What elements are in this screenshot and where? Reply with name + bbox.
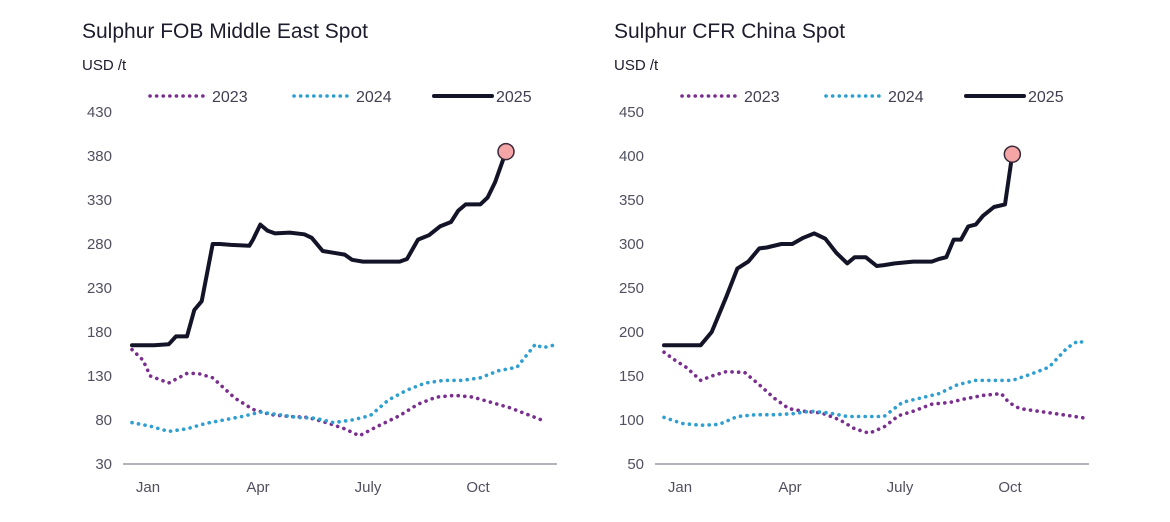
x-tick-label: July [355, 479, 382, 496]
y-tick-label: 130 [87, 368, 112, 385]
y-tick-label: 330 [87, 192, 112, 209]
y-tick-label: 30 [95, 456, 112, 473]
legend-label-2024: 2024 [888, 89, 924, 106]
x-tick-label: Jan [136, 479, 160, 496]
y-tick-label: 230 [87, 280, 112, 297]
x-tick-label: Apr [778, 479, 801, 496]
x-tick-label: Oct [466, 479, 490, 496]
line-chart-cfr-china: 50 100 150 200 250 300 350 400 450 Jan Apr July Oct 2… [619, 89, 1089, 496]
legend-label-2024: 2024 [356, 89, 392, 106]
y-tick-label: 300 [619, 236, 644, 253]
x-tick-label: Apr [246, 479, 269, 496]
legend-label-2025: 2025 [1028, 89, 1064, 106]
y-tick-label: 430 [87, 104, 112, 121]
series-line-2025 [662, 152, 1015, 348]
x-tick-label: July [887, 479, 914, 496]
chart-panel-fob-middle-east: Sulphur FOB Middle East Spot USD /t 30 80… [0, 0, 557, 522]
y-tick-label: 350 [619, 192, 644, 209]
y-tick-label: 50 [627, 456, 644, 473]
latest-value-marker [497, 142, 515, 161]
y-axis-unit-label: USD /t [82, 57, 127, 74]
series-line-2024 [662, 338, 1088, 428]
x-tick-label: Oct [998, 479, 1022, 496]
legend-label-2023: 2023 [744, 89, 780, 106]
y-tick-label: 80 [95, 412, 112, 429]
chart-title: Sulphur CFR China Spot [614, 20, 846, 43]
latest-value-marker [1003, 145, 1022, 163]
y-tick-label: 100 [619, 412, 644, 429]
chart-title: Sulphur FOB Middle East Spot [82, 20, 368, 43]
y-tick-label: 450 [619, 104, 644, 121]
y-tick-label: 180 [87, 324, 112, 341]
y-tick-label: 380 [87, 148, 112, 165]
y-axis-unit-label: USD /t [614, 57, 659, 74]
y-tick-label: 200 [619, 324, 644, 341]
y-tick-label: 400 [619, 148, 644, 165]
y-tick-label: 150 [619, 368, 644, 385]
series-line-2024 [130, 342, 556, 434]
chart-panel-cfr-china: Sulphur CFR China Spot USD /t 50 100 150 20… [532, 0, 1089, 522]
series-line-2025 [130, 149, 508, 348]
legend-label-2023: 2023 [212, 89, 248, 106]
x-tick-label: Jan [668, 479, 692, 496]
series-line-2023 [662, 350, 1088, 436]
y-tick-label: 250 [619, 280, 644, 297]
legend-label-2025: 2025 [496, 89, 532, 106]
line-chart-fob-middle-east: 30 80 130 180 230 280 330 380 430 Jan Apr July Oct 20… [87, 89, 557, 496]
y-tick-label: 280 [87, 236, 112, 253]
